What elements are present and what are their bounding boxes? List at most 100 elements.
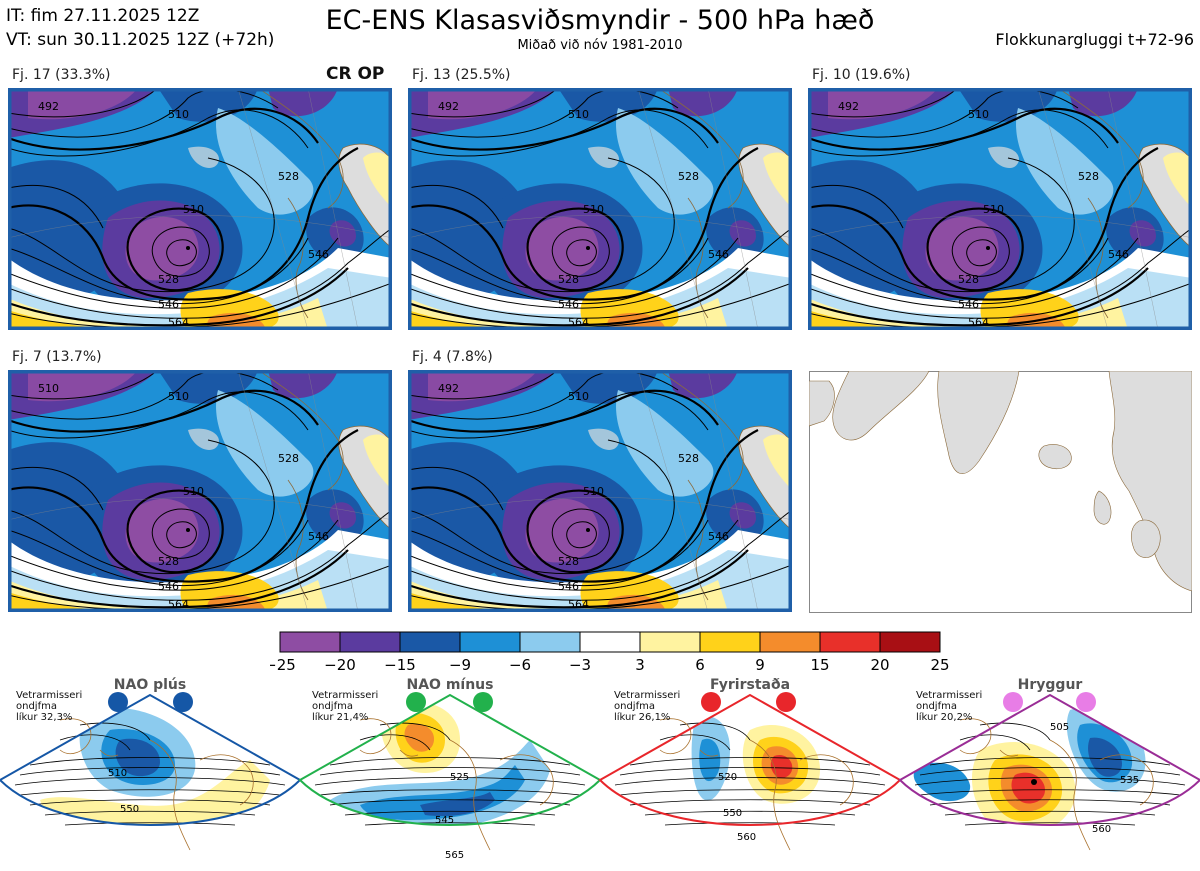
colorbar-tick-label: 6: [695, 656, 705, 674]
cluster-map-3: 492 510 510 528 528 546 546 564: [808, 88, 1192, 330]
contour-label: 564: [968, 316, 989, 329]
contour-label: 546: [558, 298, 579, 311]
contour-label: 510: [38, 382, 59, 395]
contour-label: 510: [968, 108, 989, 121]
contour-label: 505: [1050, 722, 1069, 733]
regime-months: ondjfma: [312, 701, 353, 712]
regime-marker-icon: [406, 692, 426, 712]
contour-label: 546: [1108, 248, 1129, 261]
contour-label: 510: [108, 768, 127, 779]
regime-marker-icon: [1076, 692, 1096, 712]
colorbar-swatch: [639, 631, 701, 653]
contour-label: 564: [168, 598, 189, 611]
regime-ridge: 505 535 560: [898, 692, 1200, 851]
colorbar-ticks: −25 −20 −15 −9 −6 −3 3 6 9 15 20 25: [270, 656, 950, 674]
valid-time: VT: sun 30.11.2025 12Z (+72h): [6, 30, 275, 50]
contour-label: 560: [737, 832, 756, 843]
contour-label: 545: [435, 815, 454, 826]
colorbar-tick-label: −20: [324, 656, 356, 674]
contour-label: 546: [708, 530, 729, 543]
contour-label: 560: [1092, 824, 1111, 835]
regime-marker-icon: [173, 692, 193, 712]
regime-panels: 510 550 525 545 565: [0, 692, 1200, 861]
regime-marker-icon: [1003, 692, 1023, 712]
contour-label: 564: [568, 598, 589, 611]
regime-4-title: Hryggur: [1017, 677, 1083, 693]
regime-4-info: Vetrarmisseri ondjfma líkur 20,2%: [916, 690, 982, 723]
contour-label: 510: [183, 485, 204, 498]
contour-label: 528: [158, 273, 179, 286]
contour-label: 510: [983, 203, 1004, 216]
regime-nao-plus: 510 550: [0, 692, 302, 851]
regime-marker-icon: [776, 692, 796, 712]
contour-label: 535: [1120, 775, 1139, 786]
colorbar-swatch: [459, 631, 521, 653]
contour-label: 510: [568, 108, 589, 121]
contour-label: 546: [558, 580, 579, 593]
header-times: IT: fim 27.11.2025 12Z VT: sun 30.11.202…: [6, 4, 274, 52]
regime-marker-icon: [701, 692, 721, 712]
colorbar-swatch: [279, 631, 341, 653]
panel-2-label: Fj. 13 (25.5%): [412, 67, 511, 83]
colorbar-swatches: [279, 631, 941, 653]
colorbar-tick-label: 9: [755, 656, 765, 674]
colorbar-swatch: [819, 631, 881, 653]
contour-label: 528: [958, 273, 979, 286]
contour-label: 528: [278, 452, 299, 465]
contour-label: 492: [838, 100, 859, 113]
contour-label: 528: [678, 170, 699, 183]
colorbar-tick-label: −15: [384, 656, 416, 674]
contour-label: 550: [120, 804, 139, 815]
colorbar-tick-label: −3: [569, 656, 591, 674]
colorbar-swatch: [519, 631, 581, 653]
cluster-map-5: 492 510 510 528 528 546 546 564: [408, 370, 792, 612]
regime-season: Vetrarmisseri: [916, 690, 983, 701]
panel-1-op-label: CR OP: [326, 64, 385, 84]
contour-label: 564: [168, 316, 189, 329]
contour-label: 528: [278, 170, 299, 183]
regime-months: ondjfma: [16, 701, 57, 712]
contour-label: 492: [438, 100, 459, 113]
contour-label: 510: [183, 203, 204, 216]
colorbar-swatch: [399, 631, 461, 653]
regime-season: Vetrarmisseri: [614, 690, 681, 701]
regime-marker-icon: [108, 692, 128, 712]
contour-label: 525: [450, 772, 469, 783]
regime-2-info: Vetrarmisseri ondjfma líkur 21,4%: [312, 690, 378, 723]
colorbar-swatch: [699, 631, 761, 653]
contour-label: 492: [438, 382, 459, 395]
regime-season: Vetrarmisseri: [312, 690, 379, 701]
contour-label: 546: [158, 298, 179, 311]
regime-season: Vetrarmisseri: [16, 690, 83, 701]
regime-blocking: 520 550 560: [598, 692, 902, 851]
panel-5-label: Fj. 4 (7.8%): [412, 349, 493, 365]
regime-probability: líkur 20,2%: [916, 712, 973, 723]
contour-label: 510: [583, 485, 604, 498]
contour-label: 528: [558, 273, 579, 286]
contour-label: 528: [1078, 170, 1099, 183]
regime-marker-icon: [473, 692, 493, 712]
contour-label: 565: [445, 850, 464, 861]
contour-label: 546: [958, 298, 979, 311]
contour-label: 520: [718, 772, 737, 783]
regime-probability: líkur 26,1%: [614, 712, 671, 723]
contour-label: 510: [568, 390, 589, 403]
contour-label: 564: [568, 316, 589, 329]
panel-4-label: Fj. 7 (13.7%): [12, 349, 102, 365]
contour-label: 510: [168, 108, 189, 121]
panel-1-label: Fj. 17 (33.3%): [12, 67, 111, 83]
init-time: IT: fim 27.11.2025 12Z: [6, 6, 200, 26]
page-title: EC-ENS Klasasviðsmyndir - 500 hPa hæð: [325, 5, 875, 36]
colorbar-tick-label: −25: [270, 656, 296, 674]
colorbar-tick-label: 3: [635, 656, 645, 674]
cluster-map-2: 492 510 510 528 528 546 546 564: [408, 88, 792, 330]
contour-label: 528: [158, 555, 179, 568]
cluster-map-4: 510 510 510 528 528 546 546 564: [8, 370, 392, 612]
contour-label: 546: [308, 530, 329, 543]
colorbar: −25 −20 −15 −9 −6 −3 3 6 9 15 20 25: [270, 631, 950, 674]
colorbar-tick-label: −6: [509, 656, 531, 674]
colorbar-swatch: [579, 631, 641, 653]
contour-label: 528: [558, 555, 579, 568]
cluster-map-1: 492 510 510 528 528 546 546 564: [8, 88, 392, 330]
classification-window: Flokkunargluggi t+72-96: [995, 30, 1194, 49]
